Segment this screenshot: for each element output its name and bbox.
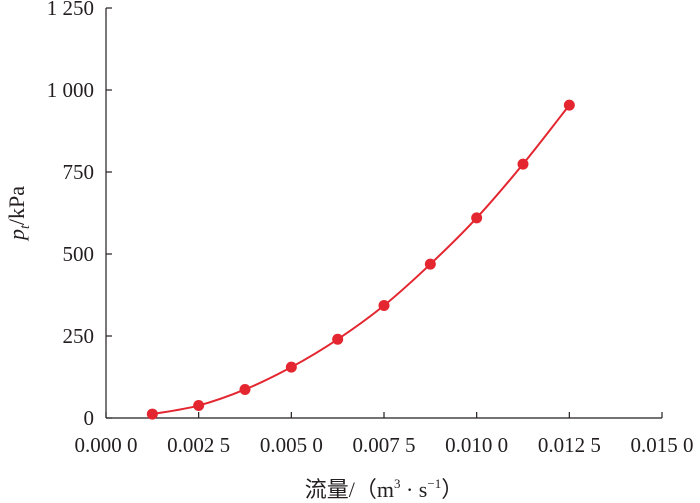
x-axis-title-end: ） [441,477,463,502]
x-ticks: 0.000 0 0.002 5 0.005 0 0.007 5 0.010 0 0.012… [75,412,694,457]
data-point [239,383,251,395]
plot-area [146,99,575,420]
x-tick-label: 0.010 0 [445,433,508,457]
x-tick-label: 0.002 5 [167,433,230,457]
series-line [152,104,571,416]
x-tick-label: 0.005 0 [260,433,323,457]
y-tick-label: 1 000 [47,78,94,102]
y-axis-title-main: p [4,229,29,242]
y-ticks: 0 250 500 750 1 000 1 250 [47,0,112,430]
data-point [193,400,205,412]
x-axis-title-sup1: 3 [394,476,401,491]
y-axis-title-rest: /kPa [4,186,29,225]
y-tick-label: 0 [84,406,95,430]
data-point [424,258,436,270]
y-tick-label: 250 [63,324,95,348]
data-point [471,212,483,224]
x-axis-title-mid: · s [400,477,427,502]
y-axis-title-sub: t [18,224,33,229]
data-point [378,299,390,311]
x-axis-title: 流量/（m3 · s−1） [305,476,463,502]
x-axis-title-main: 流量/（m [305,477,394,502]
y-tick-label: 750 [63,160,95,184]
data-point [563,99,575,111]
data-point [332,333,344,345]
x-tick-label: 0.000 0 [75,433,138,457]
y-axis-title: pt/kPa [4,186,33,242]
data-point [285,361,297,373]
x-tick-label: 0.007 5 [353,433,416,457]
data-point [146,408,158,420]
x-tick-label: 0.012 5 [538,433,601,457]
axes [105,8,662,419]
y-tick-label: 500 [63,242,95,266]
x-tick-label: 0.015 0 [631,433,694,457]
y-tick-label: 1 250 [47,0,94,20]
x-axis-title-sup2: −1 [427,476,441,491]
data-point [517,158,529,170]
